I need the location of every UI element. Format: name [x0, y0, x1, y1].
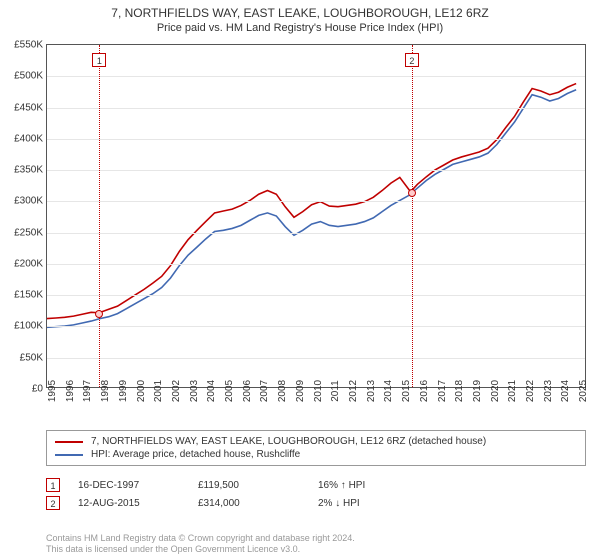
x-axis-label: 2000: [136, 380, 147, 402]
transaction-row: 1 16-DEC-1997£119,50016% ↑ HPI: [46, 476, 586, 494]
y-axis-label: £300K: [14, 196, 43, 207]
x-axis-label: 2014: [383, 380, 394, 402]
sale-marker: [95, 310, 103, 318]
y-axis-label: £550K: [14, 40, 43, 51]
x-axis-label: 2025: [578, 380, 589, 402]
series-line: [47, 90, 576, 328]
x-axis-label: 2011: [330, 380, 341, 402]
y-axis-label: £150K: [14, 290, 43, 301]
x-axis-label: 1995: [47, 380, 58, 402]
transaction-badge: 2: [46, 496, 60, 510]
x-axis-label: 1999: [118, 380, 129, 402]
chart-title: 7, NORTHFIELDS WAY, EAST LEAKE, LOUGHBOR…: [0, 0, 600, 20]
chart-subtitle: Price paid vs. HM Land Registry's House …: [0, 20, 600, 38]
legend-label: 7, NORTHFIELDS WAY, EAST LEAKE, LOUGHBOR…: [91, 436, 486, 447]
y-axis-label: £250K: [14, 227, 43, 238]
x-axis-label: 2022: [525, 380, 536, 402]
x-axis-label: 2006: [242, 380, 253, 402]
y-axis-label: £500K: [14, 71, 43, 82]
x-axis-label: 2019: [472, 380, 483, 402]
x-axis-label: 2016: [419, 380, 430, 402]
chart-lines: [47, 45, 585, 387]
y-axis-label: £100K: [14, 321, 43, 332]
x-axis-label: 2021: [507, 380, 518, 402]
legend-swatch: [55, 454, 83, 456]
x-axis-label: 1997: [82, 380, 93, 402]
transaction-row: 2 12-AUG-2015£314,0002% ↓ HPI: [46, 494, 586, 512]
y-axis-label: £50K: [20, 352, 43, 363]
footnote-line: This data is licensed under the Open Gov…: [46, 544, 586, 556]
sale-marker: [408, 189, 416, 197]
x-axis-label: 2010: [313, 380, 324, 402]
x-axis-label: 2007: [259, 380, 270, 402]
transaction-date: 12-AUG-2015: [78, 498, 198, 509]
y-axis-label: £200K: [14, 258, 43, 269]
x-axis-label: 1998: [100, 380, 111, 402]
x-axis-label: 2003: [189, 380, 200, 402]
x-axis-label: 2013: [366, 380, 377, 402]
x-axis-label: 2017: [437, 380, 448, 402]
transaction-delta: 16% ↑ HPI: [318, 480, 438, 491]
legend-label: HPI: Average price, detached house, Rush…: [91, 449, 300, 460]
footnote-line: Contains HM Land Registry data © Crown c…: [46, 533, 586, 545]
transaction-badge: 1: [46, 478, 60, 492]
legend-swatch: [55, 441, 83, 443]
x-axis-label: 2001: [153, 380, 164, 402]
x-axis-label: 2015: [401, 380, 412, 402]
transaction-price: £314,000: [198, 498, 318, 509]
x-axis-label: 2005: [224, 380, 235, 402]
transaction-date: 16-DEC-1997: [78, 480, 198, 491]
transactions-table: 1 16-DEC-1997£119,50016% ↑ HPI 2 12-AUG-201…: [46, 476, 586, 512]
x-axis-label: 2004: [206, 380, 217, 402]
x-axis-label: 2008: [277, 380, 288, 402]
legend-item: 7, NORTHFIELDS WAY, EAST LEAKE, LOUGHBOR…: [55, 435, 577, 448]
transaction-price: £119,500: [198, 480, 318, 491]
x-axis-label: 2024: [560, 380, 571, 402]
legend-item: HPI: Average price, detached house, Rush…: [55, 448, 577, 461]
legend: 7, NORTHFIELDS WAY, EAST LEAKE, LOUGHBOR…: [46, 430, 586, 466]
footnote: Contains HM Land Registry data © Crown c…: [46, 533, 586, 556]
x-axis-label: 2023: [543, 380, 554, 402]
x-axis-label: 2020: [490, 380, 501, 402]
x-axis-label: 2002: [171, 380, 182, 402]
y-axis-label: £450K: [14, 102, 43, 113]
event-badge: 2: [405, 53, 419, 67]
event-badge: 1: [92, 53, 106, 67]
x-axis-label: 2009: [295, 380, 306, 402]
y-axis-label: £400K: [14, 133, 43, 144]
y-axis-label: £350K: [14, 165, 43, 176]
price-chart: £0£50K£100K£150K£200K£250K£300K£350K£400…: [46, 44, 586, 388]
x-axis-label: 2012: [348, 380, 359, 402]
x-axis-label: 2018: [454, 380, 465, 402]
y-axis-label: £0: [32, 384, 43, 395]
transaction-delta: 2% ↓ HPI: [318, 498, 438, 509]
x-axis-label: 1996: [65, 380, 76, 402]
